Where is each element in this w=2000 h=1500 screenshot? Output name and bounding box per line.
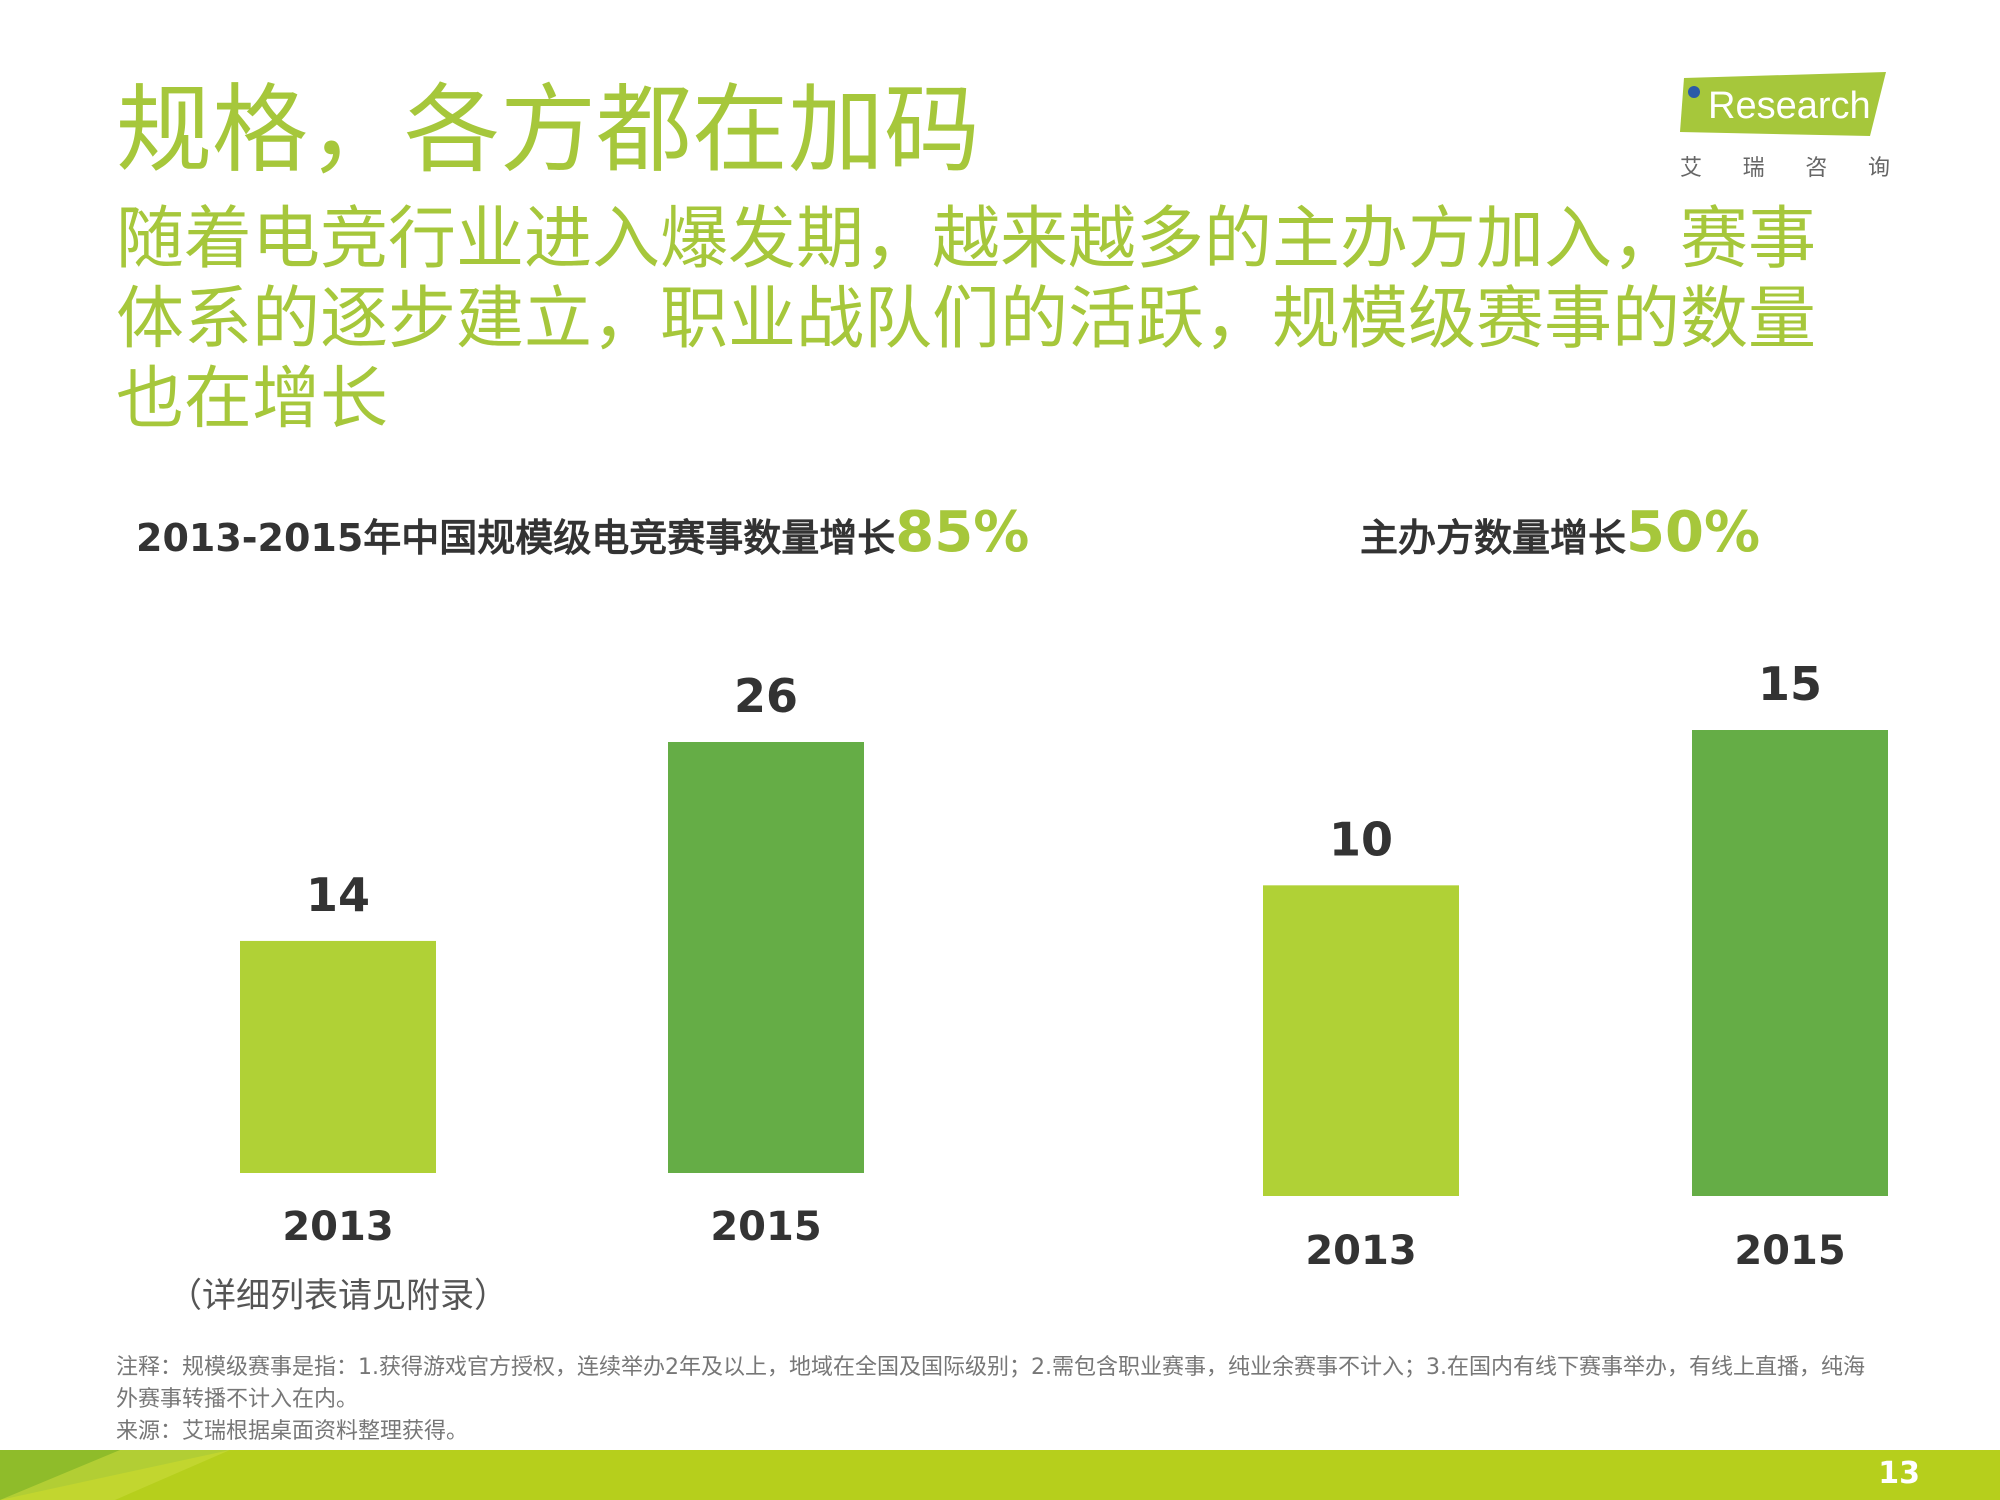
logo-cn-char: 艾	[1680, 156, 1703, 181]
iresearch-logo: Research 艾 瑞 咨 询	[1680, 72, 1890, 182]
chart-2-category-label: 2015	[1734, 1228, 1845, 1274]
chart-1-data-label: 26	[734, 669, 798, 723]
chart-1-data-label: 14	[306, 868, 370, 922]
footnote-source: 来源：艾瑞根据桌面资料整理获得。	[116, 1419, 469, 1444]
logo-badge-shape	[1680, 72, 1886, 136]
appendix-note: （详细列表请见附录）	[168, 1276, 508, 1316]
page-subtitle: 随着电竞行业进入爆发期，越来越多的主办方加入，赛事体系的逐步建立，职业战队们的活…	[116, 200, 1817, 439]
footnote-note: 注释：规模级赛事是指：1.获得游戏官方授权，连续举办2年及以上，地域在全国及国际…	[116, 1355, 1865, 1412]
chart-2-data-label: 10	[1329, 812, 1393, 866]
chart-1-bar-2015	[668, 742, 864, 1173]
chart-1-title-text: 2013-2015年中国规模级电竞赛事数量增长	[136, 516, 896, 560]
page-title: 规格，各方都在加码	[116, 74, 980, 186]
chart-2-category-label: 2013	[1305, 1228, 1416, 1274]
logo-dot	[1688, 86, 1700, 98]
chart-2-data-label: 15	[1758, 657, 1822, 711]
chart-2-bar-2013	[1263, 885, 1459, 1196]
chart-1-category-label: 2013	[282, 1204, 393, 1250]
footer-bar: 13	[0, 1450, 2000, 1500]
chart-2-bar-2015	[1692, 730, 1888, 1196]
logo-cn-char: 咨	[1805, 156, 1828, 181]
footnote: 注释：规模级赛事是指：1.获得游戏官方授权，连续举办2年及以上，地域在全国及国际…	[116, 1352, 1886, 1448]
bar-charts: 14 2013 26 2015 10 2013 15 2015	[240, 657, 1888, 1274]
chart-1-bar-2013	[240, 940, 436, 1173]
logo-cn-char: 询	[1867, 156, 1890, 181]
chart-2-title: 主办方数量增长50%	[1360, 500, 1760, 565]
logo-wordmark: Research	[1708, 85, 1871, 127]
chart-1-growth-value: 85%	[895, 500, 1030, 565]
chart-1-category-label: 2015	[710, 1204, 821, 1250]
logo-cn-char: 瑞	[1742, 156, 1765, 181]
footer-accent-shape	[0, 1450, 230, 1500]
chart-2-title-text: 主办方数量增长	[1360, 516, 1627, 560]
chart-2-growth-value: 50%	[1626, 500, 1761, 565]
page-number: 13	[1878, 1456, 1920, 1491]
chart-1-title: 2013-2015年中国规模级电竞赛事数量增长85%	[136, 500, 1029, 565]
logo-chinese-name: 艾 瑞 咨 询	[1680, 150, 1890, 182]
